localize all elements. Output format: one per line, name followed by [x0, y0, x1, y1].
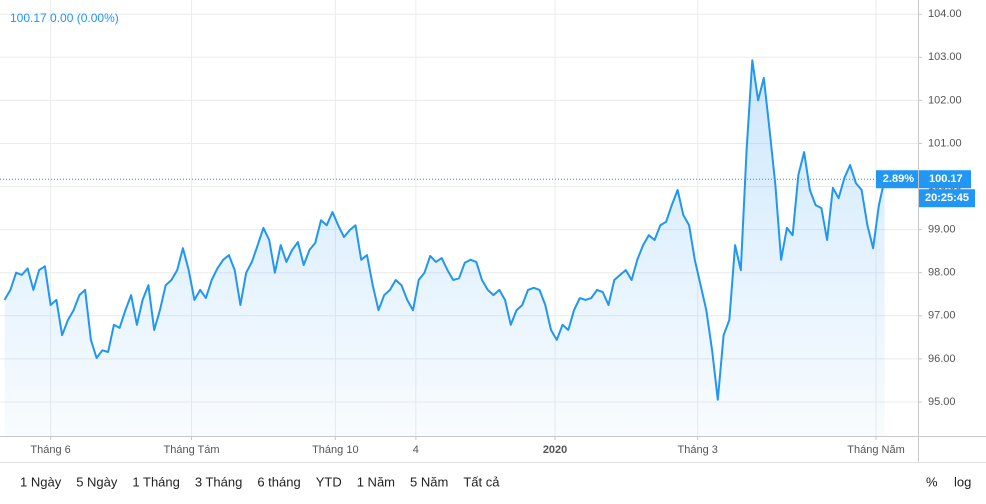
time-badge-label: 20:25:45 [925, 192, 969, 204]
x-tick-label: Tháng 3 [678, 444, 718, 456]
range-button[interactable]: 5 Năm [410, 474, 448, 489]
range-button[interactable]: 1 Tháng [132, 474, 179, 489]
range-button[interactable]: 1 Năm [357, 474, 395, 489]
range-button[interactable]: 6 tháng [257, 474, 300, 489]
change-label: 2.89% [883, 173, 914, 185]
price-badge [919, 170, 971, 189]
y-tick-label: 104.00 [928, 8, 962, 20]
price-line [3, 59, 886, 401]
header: 100.17 0.00 (0.00%) [10, 11, 119, 25]
x-tick-label: Tháng 10 [312, 444, 358, 456]
price-badge-label: 100.17 [929, 173, 963, 185]
plot [0, 59, 918, 437]
range-button[interactable]: 5 Ngày [76, 474, 118, 489]
scale-button[interactable]: log [954, 474, 971, 489]
x-tick-label: 4 [413, 444, 419, 456]
scale-button[interactable]: % [926, 474, 938, 489]
change-badge [876, 170, 918, 189]
x-tick-label: 2020 [543, 444, 567, 456]
y-tick-label: 97.00 [928, 310, 956, 322]
y-tick-label: 95.00 [928, 396, 956, 408]
range-button[interactable]: Tất cả [463, 474, 500, 489]
y-tick-label: 101.00 [928, 137, 962, 149]
x-tick-label: Tháng 6 [30, 444, 70, 456]
y-tick-label: 103.00 [928, 51, 962, 63]
range-button[interactable]: 3 Tháng [195, 474, 242, 489]
x-tick-label: Tháng Năm [847, 444, 904, 456]
y-tick-label: 99.00 [928, 224, 956, 236]
labels: 95.0096.0097.0098.0099.00100.00101.00102… [20, 8, 975, 489]
range-button[interactable]: 1 Ngày [20, 474, 62, 489]
area-fill [4, 60, 885, 437]
x-tick-label: Tháng Tám [164, 444, 220, 456]
range-button[interactable]: YTD [316, 474, 342, 489]
y-tick-label: 98.00 [928, 267, 956, 279]
y-tick-label: 102.00 [928, 94, 962, 106]
time-badge [919, 189, 975, 208]
y-tick-label: 96.00 [928, 353, 956, 365]
